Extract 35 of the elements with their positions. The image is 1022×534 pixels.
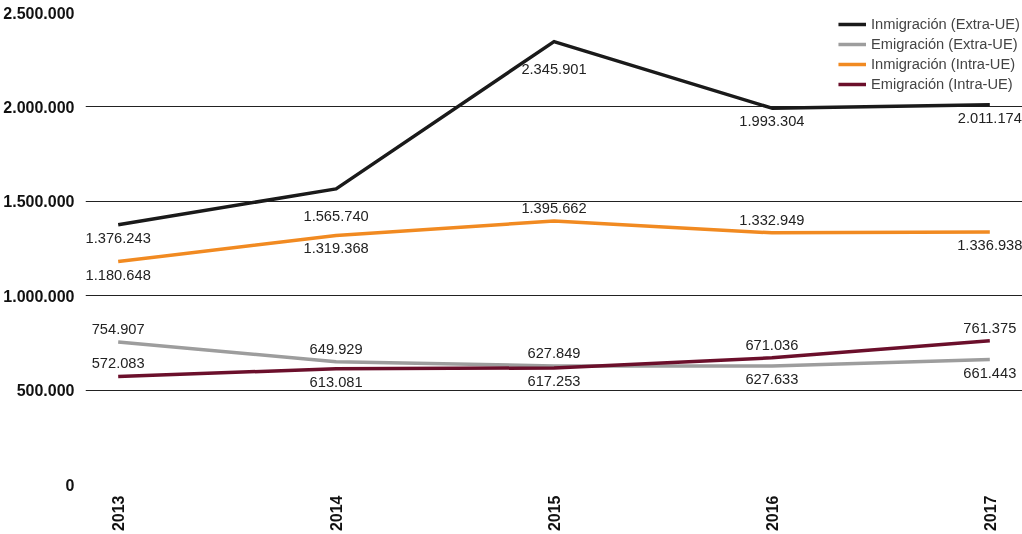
y-tick-label: 2.000.000 [3,98,75,116]
y-tick-label: 0 [65,476,75,494]
data-label: 617.253 [527,372,581,389]
data-label: 572.083 [91,355,145,372]
x-tick-label: 2017 [981,495,999,532]
data-label: 627.849 [527,344,581,361]
data-label: 2.011.174 [957,109,1022,126]
data-label: 671.036 [745,336,799,353]
data-label: 1.395.662 [521,200,587,216]
data-label: 761.375 [963,319,1017,336]
x-tick-label: 2014 [328,495,346,532]
y-tick-label: 500.000 [16,382,75,400]
data-label: 2.345.901 [521,60,587,77]
x-tick-label: 2013 [110,495,128,532]
data-label: 613.081 [309,373,363,390]
y-tick-label: 1.500.000 [3,193,75,211]
legend-label: Inmigración (Extra-UE) [870,16,1020,32]
y-tick-label: 2.500.000 [3,4,75,22]
x-tick-label: 2016 [763,495,781,532]
data-label: 627.633 [745,371,799,387]
legend-label: Emigración (Intra-UE) [870,76,1013,92]
data-label: 1.565.740 [303,207,369,224]
legend-label: Inmigración (Intra-UE) [870,56,1016,72]
data-label: 1.180.648 [85,266,151,283]
y-tick-label: 1.000.000 [3,287,75,305]
x-tick-label: 2015 [546,495,563,532]
data-label: 1.993.304 [739,113,805,130]
legend-label: Emigración (Extra-UE) [870,36,1018,52]
data-label: 754.907 [91,320,145,337]
data-label: 1.336.938 [957,237,1022,254]
data-label: 1.376.243 [85,229,151,246]
data-label: 649.929 [309,340,363,357]
data-label: 1.319.368 [303,240,369,257]
data-label: 661.443 [963,364,1017,381]
data-label: 1.332.949 [739,211,805,228]
